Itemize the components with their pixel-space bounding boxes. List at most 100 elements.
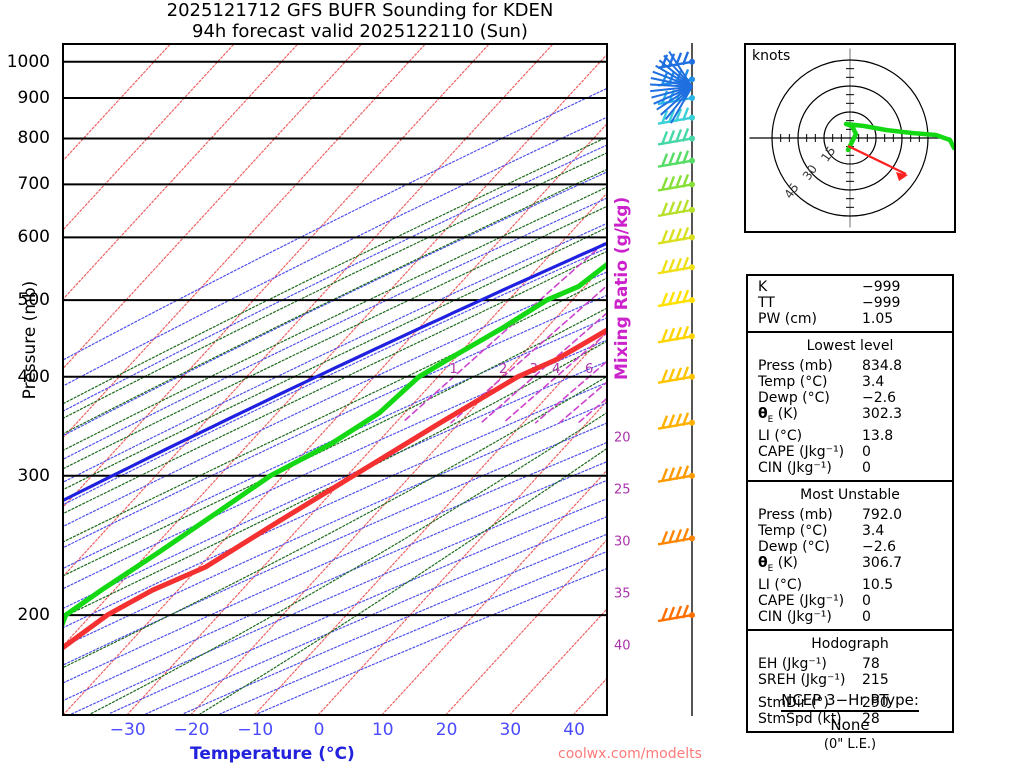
wind-barb xyxy=(657,465,695,483)
stat-value: 10.5 xyxy=(862,576,894,593)
temperature-tick-label: −30 xyxy=(109,720,146,740)
isotherm-line xyxy=(64,45,170,161)
hodograph-stats-box: Hodograph EH (Jkg⁻¹) 78 SREH (Jkg⁻¹) 215 Stm… xyxy=(746,628,954,733)
temperature-tick-label: 30 xyxy=(499,720,522,740)
stat-row: Temp (°C) 3.4 xyxy=(748,523,952,539)
stat-key: StmSpd (kt) xyxy=(758,710,842,727)
hodograph-stats-rows: EH (Jkg⁻¹) 78 SREH (Jkg⁻¹) 215 StmDir (°) 290… xyxy=(748,656,952,727)
wind-barb xyxy=(657,226,695,245)
lowest-level-box: Lowest level Press (mb) 834.8 Temp (°C) 3.4… xyxy=(746,331,954,480)
barb-height-label: 25 xyxy=(614,482,631,498)
isotherm-line xyxy=(318,401,606,714)
wind-barb xyxy=(657,107,695,125)
stat-row: StmSpd (kt) 28 xyxy=(748,711,952,727)
stat-key: SREH (Jkg⁻¹) xyxy=(758,671,846,688)
stat-key: Press (mb) xyxy=(758,358,833,374)
moist-adiabat-line xyxy=(199,448,606,714)
stat-row: θE (K) 306.7 xyxy=(748,555,952,577)
temperature-tick-label: 10 xyxy=(371,720,394,740)
pressure-tick-label: 200 xyxy=(17,605,50,626)
wind-barb-column xyxy=(640,42,730,717)
storm-motion-arrow xyxy=(847,145,907,175)
stat-key: CAPE (Jkg⁻¹) xyxy=(758,592,845,609)
hodograph-units-label: knots xyxy=(752,48,791,64)
hodograph-trace xyxy=(843,121,957,153)
ncep-ptype-block: NCEP 3−Hr PType: None (0" L.E.) xyxy=(744,690,956,752)
stat-row: PW (cm) 1.05 xyxy=(748,311,952,327)
stat-value: 0 xyxy=(862,608,871,625)
stat-key: Dewp (°C) xyxy=(758,538,830,555)
pressure-tick-label: 900 xyxy=(17,87,50,108)
temperature-tick-label: −20 xyxy=(173,720,210,740)
barb-height-label: 40 xyxy=(614,638,631,654)
hodograph-ring-label: 30 xyxy=(800,162,820,183)
stat-row: Temp (°C) 3.4 xyxy=(748,374,952,390)
stat-key: CIN (Jkg⁻¹) xyxy=(758,459,832,476)
stat-value: −999 xyxy=(862,279,901,295)
hodograph-stats-heading: Hodograph xyxy=(811,635,889,652)
stat-value: 215 xyxy=(862,671,889,688)
wind-barb xyxy=(657,604,695,623)
stat-key: Temp (°C) xyxy=(758,522,828,539)
wind-barb xyxy=(657,256,695,275)
wind-barb xyxy=(657,128,695,146)
parcel-path xyxy=(64,241,606,502)
mixing-ratio-label: 4 xyxy=(552,362,560,377)
pressure-tick-label: 700 xyxy=(17,174,50,195)
mixing-ratio-label: 2 xyxy=(499,362,507,377)
isotherm-line xyxy=(509,609,606,714)
wind-barb xyxy=(657,325,695,344)
lowest-level-heading: Lowest level xyxy=(806,338,894,354)
stat-key: LI (°C) xyxy=(758,576,803,593)
stat-value: 0 xyxy=(862,443,871,460)
credit-text: coolwx.com/modelts xyxy=(558,746,702,762)
stat-row: SREH (Jkg⁻¹) 215 xyxy=(748,672,952,688)
stat-row: CIN (Jkg⁻¹) 0 xyxy=(748,460,952,476)
stat-row: LI (°C) 10.5 xyxy=(748,577,952,593)
mixing-ratio-axis-title: Mixing Ratio (g/kg) xyxy=(612,196,632,380)
pressure-tick-label: 500 xyxy=(17,290,50,311)
temperature-axis: −30 −20 −10 0 10 20 30 40 xyxy=(62,720,608,746)
ptype-value: None xyxy=(830,716,870,734)
isotherm-line xyxy=(64,45,362,369)
isotherm-line xyxy=(64,45,234,230)
title-line-1: 2025121712 GFS BUFR Sounding for KDEN xyxy=(166,0,554,21)
stat-key: θE (K) xyxy=(758,554,798,574)
pressure-tick-label: 1000 xyxy=(6,51,50,72)
stat-value: 13.8 xyxy=(862,427,894,444)
lowest-level-rows: Press (mb) 834.8 Temp (°C) 3.4 Dewp (°C) −2.6… xyxy=(748,358,952,476)
stat-value: 28 xyxy=(862,710,880,727)
dry-adiabat-line xyxy=(70,480,606,714)
temperature-trace xyxy=(64,327,606,650)
temperature-tick-label: −10 xyxy=(237,720,274,740)
pressure-tick-label: 600 xyxy=(17,227,50,248)
stat-value: 306.7 xyxy=(862,554,903,571)
wind-barb xyxy=(657,150,695,168)
dewpoint-trace xyxy=(64,262,606,627)
barb-height-axis: 20 25 30 35 40 xyxy=(608,43,648,716)
stat-key: θE (K) xyxy=(758,406,798,425)
stat-value: 3.4 xyxy=(862,522,885,539)
isotherm-line xyxy=(446,539,606,714)
stat-key: EH (Jkg⁻¹) xyxy=(758,655,827,672)
hodograph-panel[interactable]: 15 30 45 xyxy=(744,43,957,233)
pressure-tick-label: 400 xyxy=(17,366,50,387)
storm-motion-arrowhead xyxy=(896,172,908,181)
isotherm-line xyxy=(190,262,606,714)
most-unstable-heading: Most Unstable xyxy=(800,486,900,503)
title-line-2: 94h forecast valid 2025122110 (Sun) xyxy=(192,21,528,42)
isotherm-line xyxy=(64,124,606,714)
pressure-axis-title: Pressure (mb) xyxy=(20,280,40,400)
stat-value: 1.05 xyxy=(862,311,894,327)
pressure-tick-label: 300 xyxy=(17,465,50,486)
barb-height-label: 20 xyxy=(614,430,631,446)
wind-barb xyxy=(657,51,695,69)
most-unstable-box: Most Unstable Press (mb) 792.0 Temp (°C) 3.… xyxy=(746,479,954,629)
stat-row: Dewp (°C) −2.6 xyxy=(748,390,952,406)
barb-height-label: 35 xyxy=(614,586,631,602)
isotherm-line xyxy=(64,45,425,438)
stat-key: Temp (°C) xyxy=(758,374,828,390)
pressure-tick-label: 800 xyxy=(17,128,50,149)
